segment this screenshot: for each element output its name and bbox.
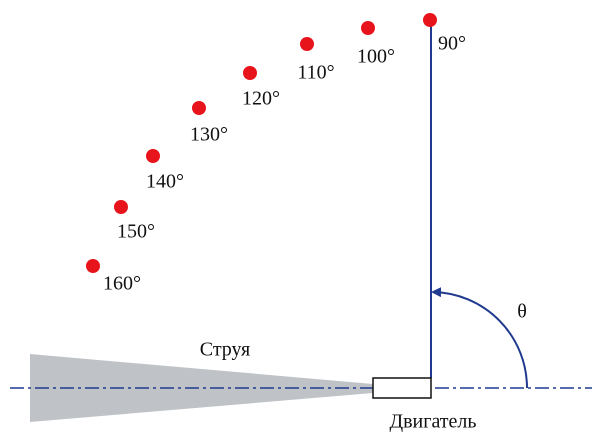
point-label: 130° [190,124,228,146]
angle-arc [431,287,528,389]
point [423,13,437,27]
point-label: 160° [103,273,141,295]
point-label: 90° [438,33,466,55]
point-label: 150° [117,221,155,243]
point [86,259,100,273]
point [300,37,314,51]
jet-plume [30,354,373,422]
point [146,149,160,163]
point [361,21,375,35]
point-label: 140° [146,171,184,193]
point-label: 110° [297,62,334,84]
point [114,200,128,214]
angle-symbol: θ [517,301,527,323]
engine [372,377,432,399]
engine-label: Двигатель [389,411,476,433]
point [192,101,206,115]
point-label: 120° [242,88,280,110]
point-label: 100° [357,46,395,68]
point [243,66,257,80]
jet-label: Струя [200,339,251,361]
